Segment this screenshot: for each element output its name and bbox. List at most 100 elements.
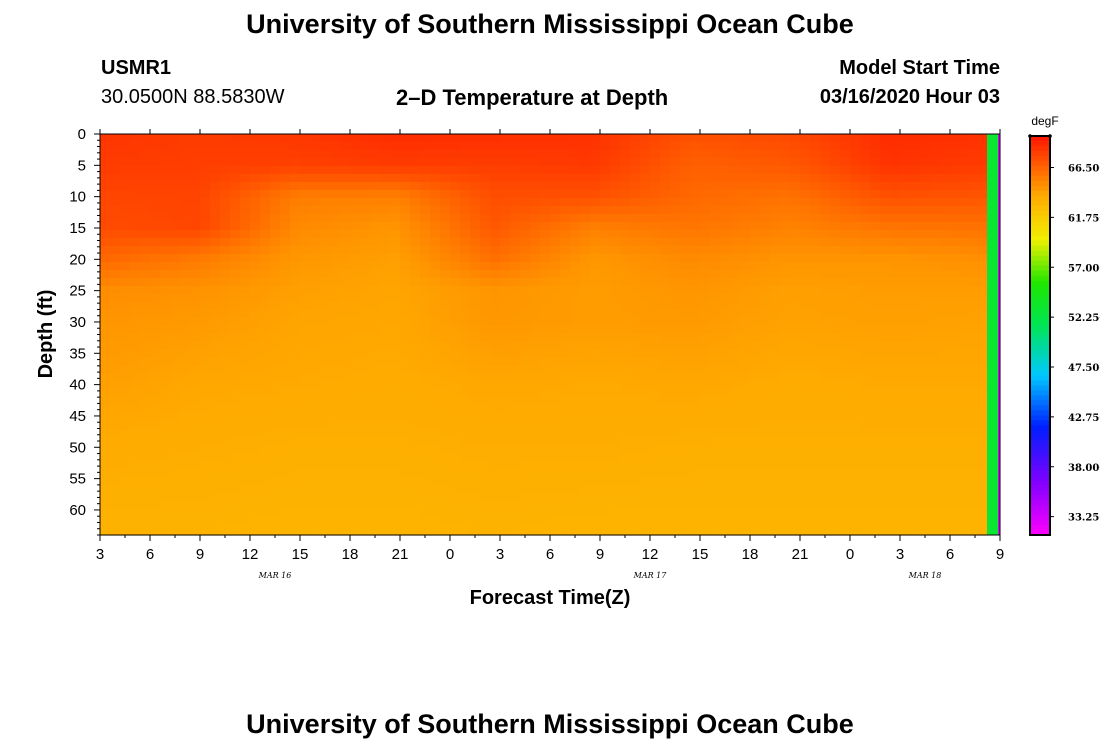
- heatmap-cell: [690, 326, 701, 335]
- heatmap-cell: [880, 150, 891, 159]
- heatmap-cell: [340, 462, 351, 471]
- heatmap-cell: [560, 286, 571, 295]
- heatmap-cell: [330, 198, 341, 207]
- heatmap-cell: [320, 286, 331, 295]
- heatmap-cell: [880, 158, 891, 167]
- heatmap-cell: [860, 294, 871, 303]
- heatmap-cell: [920, 526, 931, 535]
- heatmap-cell: [380, 318, 391, 327]
- heatmap-cell: [360, 446, 371, 455]
- heatmap-cell: [690, 222, 701, 231]
- heatmap-cell: [330, 206, 341, 215]
- heatmap-cell: [200, 430, 211, 439]
- heatmap-cell: [230, 198, 241, 207]
- heatmap-cell: [750, 510, 761, 519]
- heatmap-cell: [710, 406, 721, 415]
- heatmap-cell: [230, 270, 241, 279]
- date-label: MAR 16: [258, 571, 292, 580]
- heatmap-cell: [290, 486, 301, 495]
- heatmap-cell: [300, 526, 311, 535]
- heatmap-cell: [480, 150, 491, 159]
- heatmap-cell: [320, 230, 331, 239]
- heatmap-cell: [720, 438, 731, 447]
- heatmap-cell: [790, 158, 801, 167]
- heatmap-cell: [680, 350, 691, 359]
- heatmap-cell: [110, 502, 121, 511]
- colorbar-band: [1030, 220, 1050, 227]
- heatmap-cell: [690, 286, 701, 295]
- y-tick-label: 45: [69, 408, 86, 425]
- heatmap-cell: [770, 230, 781, 239]
- heatmap-cell: [670, 278, 681, 287]
- heatmap-cell: [460, 158, 471, 167]
- heatmap-cell: [420, 478, 431, 487]
- heatmap-cell: [400, 350, 411, 359]
- heatmap-cell: [710, 190, 721, 199]
- heatmap-cell: [750, 270, 761, 279]
- heatmap-cell: [290, 438, 301, 447]
- colorbar-band: [1030, 395, 1050, 401]
- heatmap-cell: [200, 350, 211, 359]
- heatmap-cell: [550, 494, 561, 503]
- heatmap-cell: [710, 486, 721, 495]
- heatmap-cell: [120, 414, 131, 423]
- heatmap-cell: [380, 366, 391, 375]
- heatmap-cell: [300, 278, 311, 287]
- heatmap-cell: [200, 406, 211, 415]
- heatmap-cell: [900, 334, 911, 343]
- heatmap-cell: [490, 358, 501, 367]
- heatmap-cell: [690, 358, 701, 367]
- heatmap-cell: [640, 494, 651, 503]
- heatmap-cell: [510, 254, 521, 263]
- heatmap-cell: [360, 526, 371, 535]
- heatmap-cell: [860, 494, 871, 503]
- heatmap-cell: [660, 422, 671, 431]
- heatmap-cell: [250, 174, 261, 183]
- heatmap-cell: [350, 270, 361, 279]
- heatmap-cell: [740, 398, 751, 407]
- heatmap-cell: [850, 526, 861, 535]
- heatmap-cell: [950, 334, 961, 343]
- heatmap-cell: [240, 406, 251, 415]
- heatmap-cell: [800, 462, 811, 471]
- heatmap-cell: [560, 294, 571, 303]
- heatmap-cell: [160, 246, 171, 255]
- heatmap-cell: [390, 198, 401, 207]
- heatmap-cell: [280, 374, 291, 383]
- heatmap-cell: [500, 438, 511, 447]
- heatmap-cell: [350, 398, 361, 407]
- heatmap-cell: [870, 334, 881, 343]
- heatmap-cell: [900, 278, 911, 287]
- heatmap-cell: [590, 198, 601, 207]
- heatmap-cell: [120, 310, 131, 319]
- heatmap-cell: [950, 510, 961, 519]
- heatmap-cell: [640, 454, 651, 463]
- heatmap-cell: [930, 238, 941, 247]
- heatmap-cell: [900, 222, 911, 231]
- heatmap-cell: [720, 238, 731, 247]
- heatmap-cell: [640, 502, 651, 511]
- heatmap-cell: [620, 310, 631, 319]
- heatmap-cell: [200, 166, 211, 175]
- heatmap-cell: [850, 462, 861, 471]
- heatmap-cell: [310, 486, 321, 495]
- heatmap-cell: [750, 366, 761, 375]
- heatmap-cell: [770, 478, 781, 487]
- heatmap-cell: [930, 478, 941, 487]
- heatmap-cell: [930, 286, 941, 295]
- heatmap-cell: [770, 526, 781, 535]
- y-tick-label: 0: [78, 126, 86, 143]
- heatmap-cell: [480, 198, 491, 207]
- heatmap-cell: [460, 494, 471, 503]
- heatmap-cell: [120, 190, 131, 199]
- heatmap-cell: [420, 382, 431, 391]
- heatmap-cell: [870, 294, 881, 303]
- heatmap-cell: [210, 374, 221, 383]
- heatmap-cell: [540, 238, 551, 247]
- heatmap-cell: [330, 302, 341, 311]
- heatmap-cell: [690, 478, 701, 487]
- heatmap-cell: [830, 214, 841, 223]
- heatmap-cell: [750, 326, 761, 335]
- heatmap-cell: [560, 358, 571, 367]
- colorbar-label: 42.750: [1068, 413, 1100, 424]
